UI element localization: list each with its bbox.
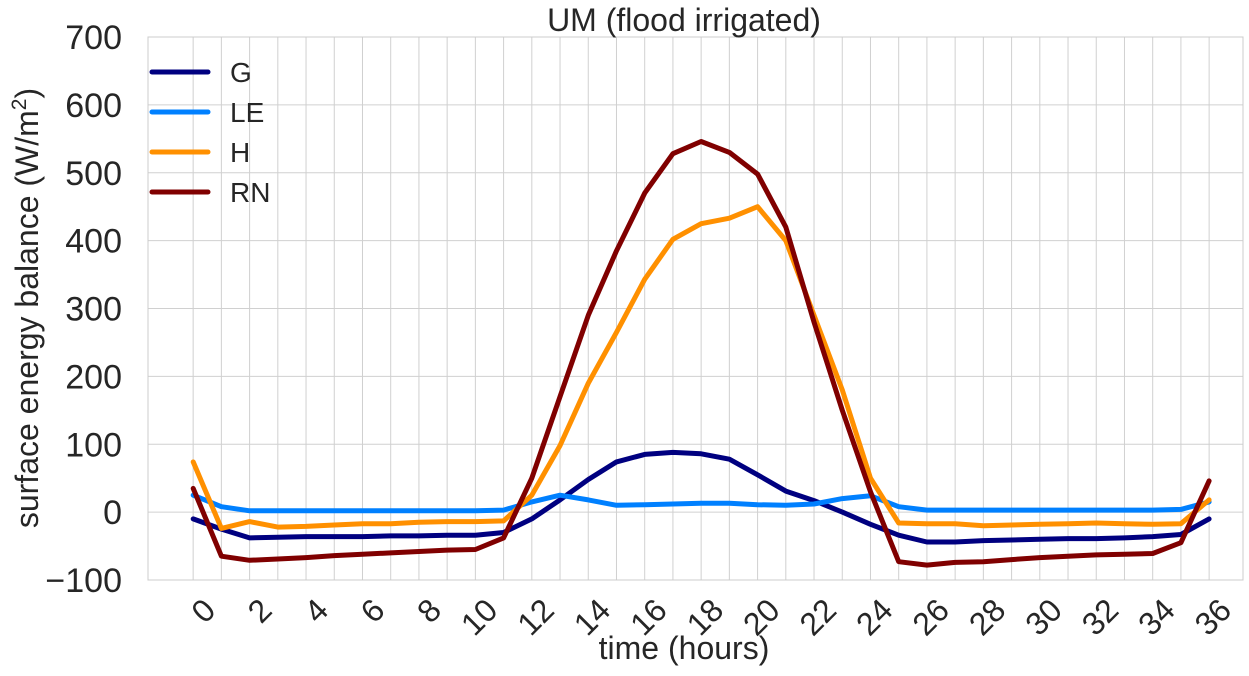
legend-label-h: H [230,137,250,168]
y-tick-label: 700 [65,19,122,57]
y-axis-label: surface energy balance (W/m2) [8,88,45,528]
y-tick-label: −100 [45,562,122,600]
x-tick-label: 24 [849,592,900,643]
y-tick-label: 100 [65,426,122,464]
y-tick-label: 400 [65,223,122,261]
y-tick-label: 0 [103,494,122,532]
grid [148,36,1243,581]
y-tick-labels: −100 0 100 200 300 400 500 600 700 [45,19,122,600]
series-line-g [190,449,1212,545]
x-tick-label: 10 [454,592,505,643]
x-axis-label: time (hours) [599,630,770,666]
x-tick-label: 2 [241,592,279,630]
legend-label-le: LE [230,97,264,128]
x-tick-label: 22 [792,592,843,643]
x-tick-label: 0 [184,592,222,630]
legend: G LE H RN [149,57,270,208]
x-tick-label: 36 [1188,592,1239,643]
legend-label-g: G [230,57,252,88]
y-axis-label-end: ) [9,88,45,99]
series-lines [190,139,1212,568]
y-tick-label: 500 [65,155,122,193]
x-tick-label: 34 [1131,592,1182,643]
x-tick-label: 28 [962,592,1013,643]
legend-label-rn: RN [230,177,270,208]
x-tick-label: 4 [297,592,335,630]
x-tick-label: 12 [510,592,561,643]
x-tick-label: 30 [1018,592,1069,643]
x-tick-label: 26 [905,592,956,643]
y-tick-label: 300 [65,291,122,329]
series-line-h [190,204,1212,531]
plot-area-frame [147,36,1244,581]
x-tick-label: 8 [410,592,448,630]
series-line-rn [190,139,1212,568]
x-tick-label: 6 [354,592,392,630]
x-tick-label: 32 [1075,592,1126,643]
y-axis-label-superscript: 2 [8,99,31,111]
series-line-le [190,492,1212,514]
y-tick-label: 200 [65,358,122,396]
chart-title: UM (flood irrigated) [547,2,821,38]
y-tick-label: 600 [65,87,122,125]
y-axis-label-main: surface energy balance (W/m [9,110,45,528]
